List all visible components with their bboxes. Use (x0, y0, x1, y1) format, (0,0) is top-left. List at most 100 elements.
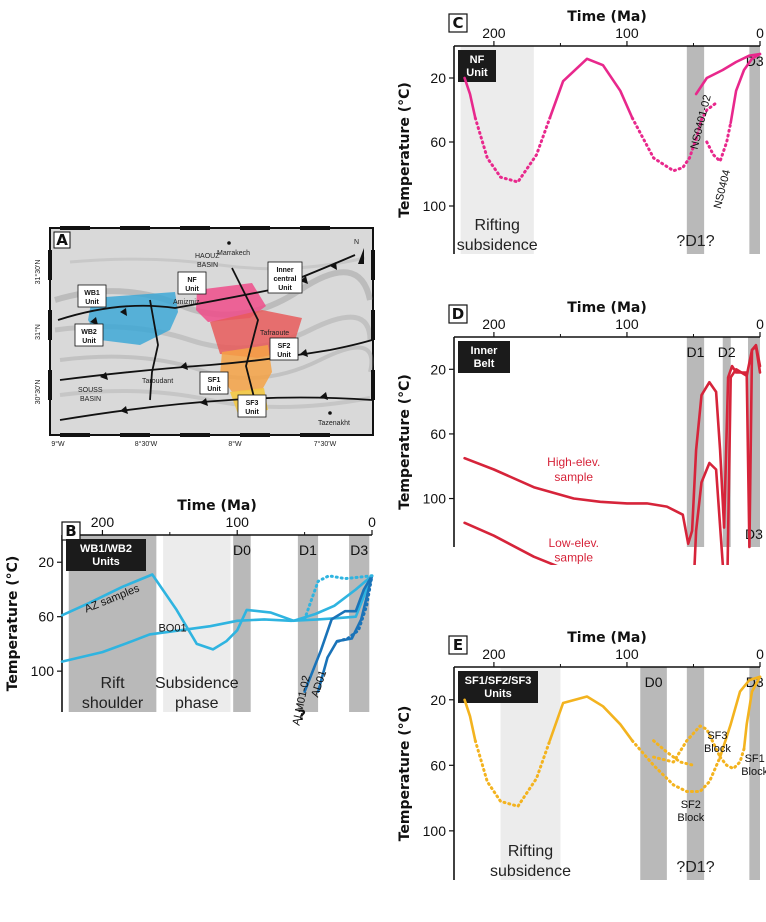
series-line (463, 698, 477, 743)
lon-label: 8°W (228, 440, 242, 448)
x-axis-title: Time (Ma) (567, 630, 646, 646)
series-line (652, 739, 695, 767)
y-axis-title: Temperature (°C) (397, 374, 413, 510)
unit-label-text: SF2 (278, 343, 291, 350)
series-line (548, 695, 634, 743)
series-line (473, 739, 552, 808)
panel-letter-box (448, 304, 468, 324)
unit-label-text: Unit (207, 386, 221, 393)
y-tick-label: 60 (430, 426, 446, 442)
series-line (630, 116, 698, 173)
unit-box (458, 50, 496, 82)
x-tick-label: 100 (615, 25, 639, 41)
panel-letter-box (448, 635, 468, 655)
unit-box-text: NF (470, 54, 485, 66)
map-cities: Marrakech Amizmiz Taroudant Tafraoute Ta… (142, 241, 350, 427)
series-line (705, 121, 733, 163)
deformation-label: D2 (718, 344, 736, 360)
unit-label-box (177, 271, 207, 295)
x-tick-label: 100 (615, 646, 639, 662)
y-axis-title: Temperature (°C) (397, 82, 413, 218)
unit-label-box (77, 284, 107, 308)
series-annotation: SF3 (707, 730, 727, 742)
unit-box (66, 539, 146, 571)
series-line-ns0404 (729, 52, 762, 125)
unit-label-box (267, 261, 303, 294)
y-tick-label: 60 (430, 134, 446, 150)
series-line (336, 574, 374, 643)
phase-band (686, 667, 705, 880)
phase-label: Subsidence (155, 675, 239, 692)
lat-label: 31°30'N (34, 260, 42, 285)
unit-label-text: Unit (185, 286, 199, 293)
unit-label-text: Unit (277, 352, 291, 359)
x-tick-label: 100 (226, 514, 250, 530)
phase-band (686, 46, 705, 254)
phase-label: Rift (101, 675, 126, 692)
city-label: Tafraoute (260, 330, 289, 337)
x-tick-label: 200 (482, 25, 506, 41)
lon-label: 9°W (51, 440, 65, 448)
panel-letter: D (452, 305, 464, 323)
y-tick-label: 20 (430, 361, 446, 377)
unit-label-text: Unit (245, 409, 259, 416)
basin-top-2: BASIN (197, 262, 218, 269)
y-tick-label: 100 (423, 823, 447, 839)
phase-label: ?D1? (676, 233, 714, 250)
series-line-sf2-block (630, 739, 722, 793)
series-annotation: Block (704, 743, 731, 755)
unit-label-text: Inner (276, 267, 293, 274)
y-tick-label: 60 (38, 609, 54, 625)
x-tick-label: 0 (756, 316, 764, 332)
unit-label-text: Unit (85, 299, 99, 306)
deformation-label: D3 (745, 526, 763, 542)
map-panel-a: A N HAOUZ BASIN SOUSS BASIN Marrakech Am… (34, 226, 375, 448)
series-annotation: SF1 (745, 753, 765, 765)
nf-region (196, 283, 266, 322)
unit-label-text: SF3 (246, 400, 259, 407)
lon-label: 7°30'W (314, 440, 337, 448)
y-tick-label: 20 (430, 692, 446, 708)
unit-label-text: central (274, 276, 297, 283)
map-unit-labels: WB1 Unit WB2 Unit NF Unit Inner central Unit SF2 U… (74, 261, 303, 418)
unit-label-text: NF (187, 277, 197, 284)
x-tick-label: 200 (482, 646, 506, 662)
y-tick-label: 100 (31, 663, 55, 679)
series-line (694, 100, 719, 141)
unit-label-text: Unit (278, 285, 292, 292)
panel-letter-box (448, 13, 468, 33)
series-annotation: Low-elev. (549, 536, 599, 550)
city-label: Marrakech (217, 250, 250, 257)
lat-label: 30°30'N (34, 380, 42, 405)
y-axis-title: Temperature (°C) (397, 706, 413, 842)
unit-box-text: Unit (466, 67, 488, 79)
x-tick-label: 0 (756, 25, 764, 41)
x-tick-label: 100 (615, 316, 639, 332)
y-tick-label: 60 (430, 757, 446, 773)
unit-box (458, 341, 510, 373)
phase-label: shoulder (82, 695, 144, 712)
x-axis-title: Time (Ma) (177, 498, 256, 514)
phase-label: Rifting (475, 217, 520, 234)
series-line-low-elev-sample (463, 345, 762, 565)
basin-bottom-2: BASIN (80, 396, 101, 403)
unit-label-text: WB1 (84, 290, 100, 297)
x-axis-title: Time (Ma) (567, 300, 646, 316)
y-tick-label: 20 (430, 70, 446, 86)
phase-band (686, 337, 705, 547)
x-tick-label: 200 (91, 514, 115, 530)
series-line (303, 574, 374, 621)
x-tick-label: 200 (482, 316, 506, 332)
series-annotation: NS0404 (712, 169, 733, 210)
series-line-alm01-02 (303, 574, 374, 693)
unit-box-text: Inner (471, 345, 499, 357)
unit-box-text: Belt (474, 358, 495, 370)
map-panel-letter-box (53, 231, 71, 249)
phase-band (748, 337, 760, 547)
series-line-sf1-block (718, 747, 746, 771)
series-annotation: High-elev. (547, 455, 600, 469)
panel-letter: E (453, 636, 463, 654)
series-line-sf3-block (652, 724, 722, 764)
